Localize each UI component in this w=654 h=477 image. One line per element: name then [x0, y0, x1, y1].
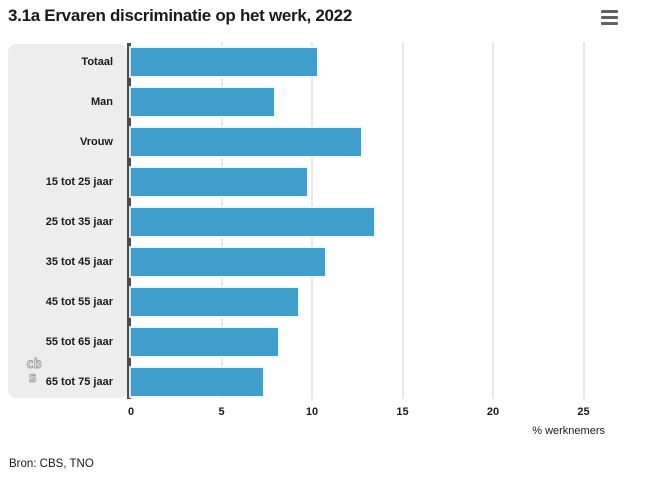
- x-tick-label: 25: [577, 406, 590, 418]
- cbs-logo-text-s: s: [29, 370, 37, 386]
- gridline: [492, 42, 494, 399]
- category-label: 35 tot 45 jaar: [45, 255, 113, 268]
- bar-65-tot-75-jaar[interactable]: [131, 367, 263, 396]
- plot-area: [131, 42, 654, 399]
- bar-55-tot-65-jaar[interactable]: [131, 327, 278, 356]
- category-label: 65 tot 75 jaar: [45, 375, 113, 388]
- category-label: Man: [91, 95, 113, 108]
- hamburger-line: [600, 15, 618, 19]
- x-axis-title: % werknemers: [532, 425, 605, 437]
- bar-35-tot-45-jaar[interactable]: [131, 247, 325, 276]
- x-tick-label: 5: [218, 406, 225, 418]
- x-tick-label: 10: [305, 406, 319, 418]
- bar-25-tot-35-jaar[interactable]: [131, 207, 374, 236]
- category-label: Totaal: [81, 55, 113, 68]
- bar-15-tot-25-jaar[interactable]: [131, 167, 307, 196]
- category-label: 45 tot 55 jaar: [45, 295, 113, 308]
- x-tick-label: 15: [396, 406, 409, 418]
- hamburger-line: [600, 21, 618, 25]
- category-label: 55 tot 65 jaar: [45, 335, 113, 348]
- cbs-logo: cb s: [24, 356, 50, 391]
- chart-title: 3.1a Ervaren discriminatie op het werk, …: [8, 6, 352, 25]
- source-text: Bron: CBS, TNO: [9, 458, 94, 470]
- x-tick-label: 20: [486, 406, 500, 418]
- bar-totaal[interactable]: [131, 47, 317, 76]
- cbs-logo-text-cb: cb: [26, 357, 42, 372]
- hamburger-menu-icon[interactable]: [599, 9, 619, 28]
- hamburger-line: [600, 10, 618, 14]
- gridline: [583, 42, 585, 399]
- category-label: Vrouw: [79, 135, 113, 148]
- bar-vrouw[interactable]: [131, 127, 361, 156]
- category-label-panel: [8, 44, 127, 398]
- bar-45-tot-55-jaar[interactable]: [131, 287, 298, 316]
- bar-man[interactable]: [131, 87, 274, 116]
- category-label: 25 tot 35 jaar: [45, 215, 113, 228]
- x-tick-label: 0: [127, 406, 135, 418]
- y-axis-line: [127, 43, 131, 399]
- category-label: 15 tot 25 jaar: [45, 175, 113, 188]
- gridline: [402, 42, 404, 399]
